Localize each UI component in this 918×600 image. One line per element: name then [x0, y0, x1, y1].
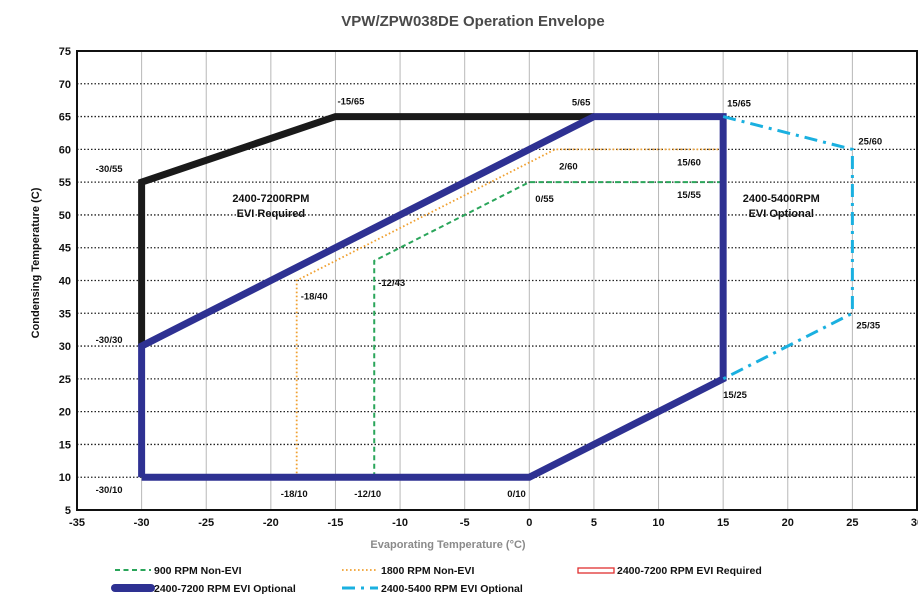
series-line-0 [373, 181, 724, 478]
x-tick-label: -35 [69, 517, 85, 529]
chart-title: VPW/ZPW038DE Operation Envelope [341, 13, 604, 30]
point-label: -30/10 [96, 485, 123, 496]
x-tick-label: -20 [263, 517, 279, 529]
region-label: 2400-7200RPM [232, 193, 309, 205]
x-tick-label: -25 [198, 517, 214, 529]
region-labels: 2400-7200RPM EVI Required 2400-5400RPM EVI … [232, 193, 820, 220]
y-tick-label: 40 [59, 276, 71, 288]
point-label: 15/25 [723, 390, 747, 401]
series-line-3 [138, 113, 727, 481]
region-label: EVI Optional [749, 208, 814, 220]
legend: 900 RPM Non-EVI 1800 RPM Non-EVI 2400-7200… [111, 565, 762, 595]
point-label: 2/60 [559, 161, 578, 172]
point-label: 15/65 [727, 99, 751, 110]
y-tick-label: 5 [65, 505, 71, 517]
x-tick-label: -10 [392, 517, 408, 529]
x-tick-label: -5 [460, 517, 470, 529]
series-line-4 [722, 115, 854, 381]
y-tick-label: 75 [59, 46, 71, 58]
point-label: -15/65 [337, 97, 365, 108]
x-axis-label: Evaporating Temperature (°C) [370, 539, 526, 551]
legend-label-0: 900 RPM Non-EVI [154, 565, 242, 577]
point-label: -30/30 [96, 335, 123, 346]
y-tick-label: 60 [59, 144, 71, 156]
x-tick-label: 25 [846, 517, 858, 529]
point-label: 15/60 [677, 157, 701, 168]
x-tick-label: 10 [652, 517, 664, 529]
y-tick-label: 65 [59, 112, 71, 124]
point-label: -18/10 [281, 489, 308, 500]
y-tick-label: 20 [59, 407, 71, 419]
legend-label-2: 2400-7200 RPM EVI Required [617, 565, 762, 577]
y-tick-label: 45 [59, 243, 71, 255]
point-label: 25/60 [858, 136, 882, 147]
y-tick-label: 35 [59, 308, 71, 320]
x-tick-label: 5 [591, 517, 597, 529]
y-tick-label: 55 [59, 177, 71, 189]
region-label: EVI Required [237, 208, 305, 220]
legend-label-3: 2400-7200 RPM EVI Optional [154, 583, 296, 595]
y-tick-label: 15 [59, 439, 71, 451]
tick-labels: -35 -30 -25 -20 -15 -10 -5 0 5 10 15 20 25 30 5 10 15 20 2… [59, 46, 918, 529]
point-label: -18/40 [301, 292, 328, 303]
point-label: -12/10 [354, 489, 381, 500]
y-tick-label: 10 [59, 472, 71, 484]
y-tick-label: 70 [59, 79, 71, 91]
plot-frame [76, 50, 918, 511]
x-tick-label: 20 [782, 517, 794, 529]
point-label: -12/43 [378, 278, 405, 289]
x-tick-label: 30 [911, 517, 918, 529]
point-label: -30/55 [96, 164, 124, 175]
legend-swatch-2 [577, 567, 615, 574]
y-axis-label: Condensing Temperature (C) [30, 187, 42, 338]
point-label: 25/35 [856, 320, 880, 331]
x-tick-label: -30 [134, 517, 150, 529]
legend-label-1: 1800 RPM Non-EVI [381, 565, 474, 577]
series-line-2 [138, 113, 594, 347]
x-tick-label: 15 [717, 517, 729, 529]
point-label: 0/10 [507, 489, 526, 500]
point-annotations: -15/65 5/65 15/65 -30/55 25/60 2/60 15/60 0/55 1… [96, 97, 883, 501]
y-tick-label: 25 [59, 374, 71, 386]
x-tick-label: 0 [526, 517, 532, 529]
legend-label-4: 2400-5400 RPM EVI Optional [381, 583, 523, 595]
point-label: 15/55 [677, 190, 701, 201]
y-tick-label: 30 [59, 341, 71, 353]
point-label: 0/55 [535, 194, 554, 205]
x-tick-label: -15 [328, 517, 344, 529]
y-tick-label: 50 [59, 210, 71, 222]
region-label: 2400-5400RPM [743, 193, 820, 205]
point-label: 5/65 [572, 98, 591, 109]
series-layer [138, 113, 854, 481]
